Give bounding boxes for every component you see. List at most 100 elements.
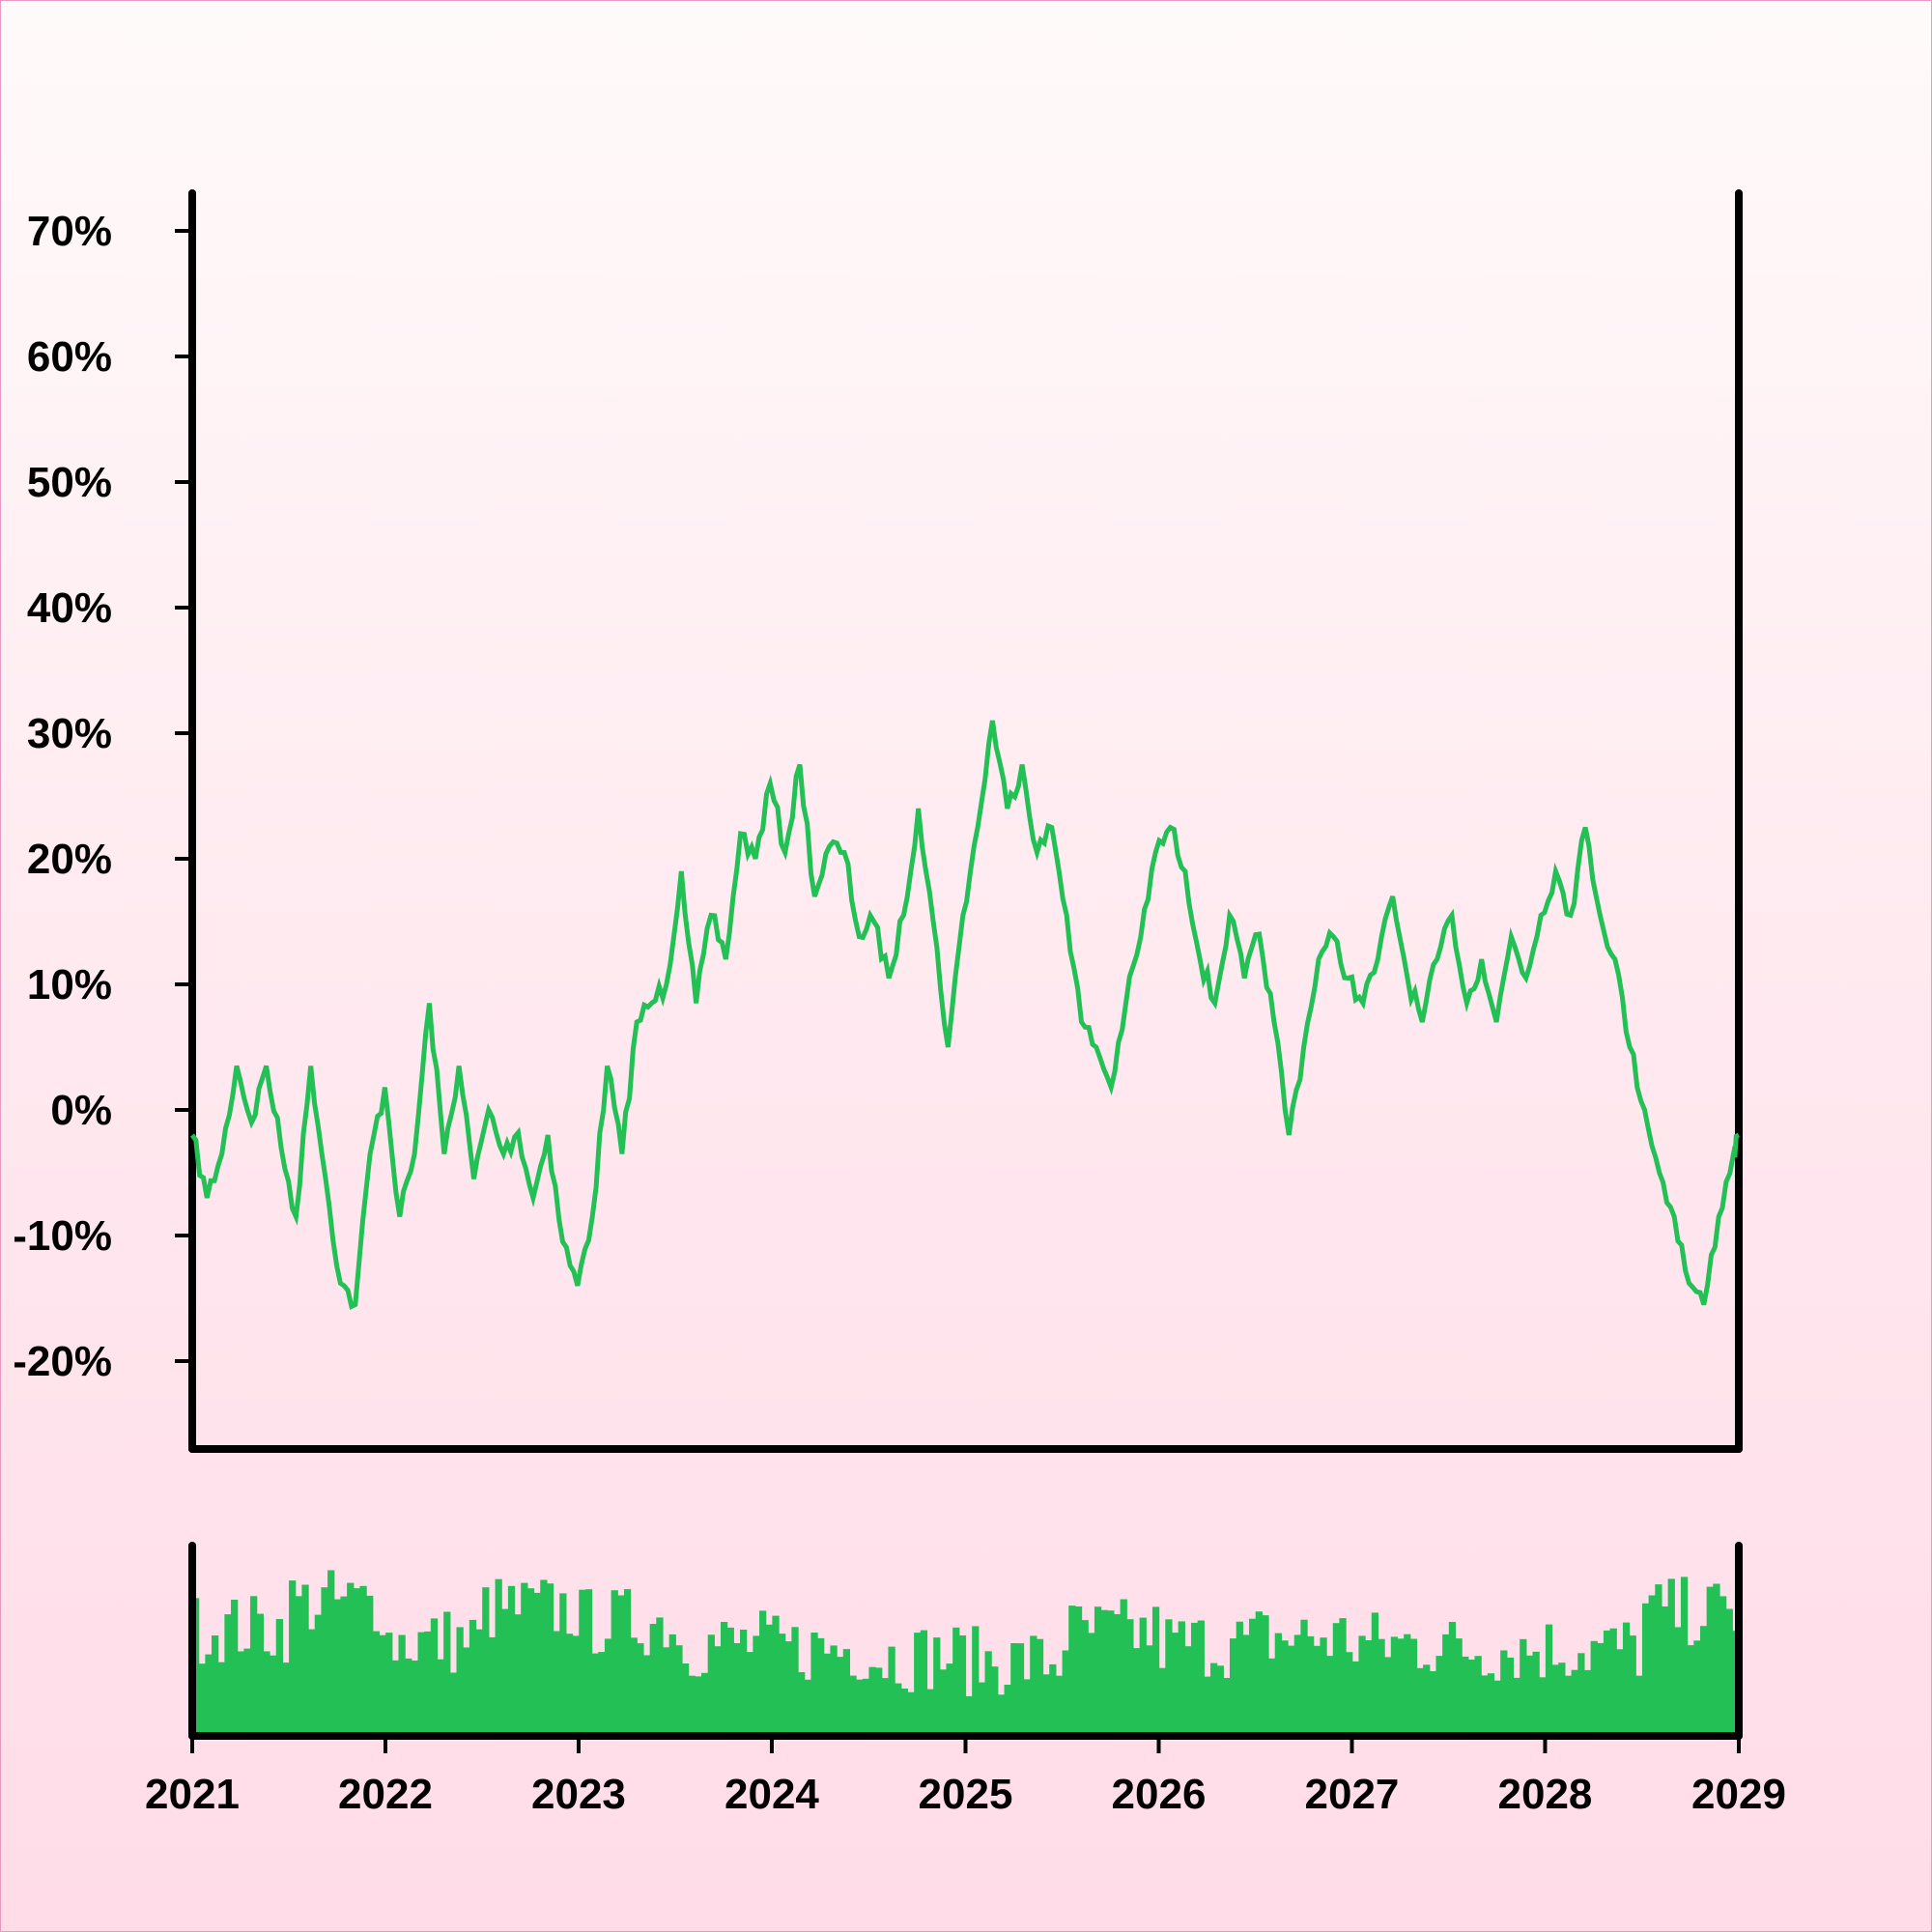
volume-bar <box>804 1679 811 1736</box>
volume-bar <box>791 1627 799 1736</box>
volume-bar <box>1493 1680 1501 1736</box>
volume-bar <box>675 1645 683 1736</box>
volume-bar <box>1100 1609 1108 1736</box>
volume-bar <box>1474 1656 1482 1736</box>
volume-bar <box>1190 1622 1199 1736</box>
volume-bar <box>726 1627 734 1736</box>
volume-bar <box>1365 1640 1373 1736</box>
volume-bar <box>1462 1656 1469 1736</box>
y-tick-label: 20% <box>27 836 112 883</box>
volume-bar <box>1564 1675 1573 1736</box>
volume-bar <box>1049 1663 1057 1736</box>
volume-bar <box>1326 1656 1334 1736</box>
volume-bar <box>327 1570 335 1736</box>
volume-bar <box>1384 1657 1392 1736</box>
volume-bar <box>1590 1640 1598 1736</box>
volume-bar <box>1242 1634 1250 1736</box>
x-tick-label: 2021 <box>145 1771 240 1818</box>
volume-bar <box>1455 1638 1463 1736</box>
volume-bar <box>314 1614 323 1736</box>
volume-bar <box>1288 1645 1295 1736</box>
volume-bar <box>1171 1633 1179 1736</box>
volume-panel: 2021 2022 2023 2024 2025 2026 2027 2028 2029 <box>145 1542 1786 1818</box>
volume-bar <box>270 1655 277 1736</box>
volume-bar <box>391 1660 400 1736</box>
volume-bar <box>359 1585 367 1736</box>
volume-bar <box>746 1652 753 1736</box>
volume-bar <box>366 1595 374 1736</box>
volume-bar <box>1629 1635 1636 1736</box>
volume-bar <box>721 1622 728 1736</box>
volume-bar <box>521 1582 528 1736</box>
volume-bar <box>946 1663 953 1736</box>
volume-bar <box>1339 1618 1347 1736</box>
volume-bar <box>837 1657 844 1736</box>
volume-bar <box>1062 1650 1069 1736</box>
volume-bar <box>701 1672 709 1736</box>
volume-bar <box>1429 1671 1437 1736</box>
volume-bar <box>449 1672 458 1736</box>
volume-bar <box>526 1588 535 1736</box>
volume-bar <box>1603 1630 1611 1736</box>
volume-bar <box>1262 1615 1269 1736</box>
volume-bar <box>1622 1622 1631 1736</box>
volume-bar <box>1274 1633 1282 1736</box>
volume-bar <box>540 1579 548 1736</box>
volume-bar <box>1132 1648 1141 1736</box>
volume-bar <box>1165 1619 1173 1736</box>
volume-bar <box>1423 1664 1431 1736</box>
volume-bar <box>753 1635 760 1736</box>
volume-bar <box>978 1682 986 1736</box>
volume-bar <box>1409 1638 1418 1736</box>
volume-bar <box>565 1634 574 1736</box>
volume-bar <box>952 1627 960 1736</box>
volume-bar <box>1088 1633 1095 1736</box>
volume-bar <box>830 1645 838 1736</box>
volume-bar <box>1655 1584 1662 1736</box>
volume-bar <box>779 1634 786 1736</box>
volume-bar <box>1313 1645 1321 1736</box>
volume-bar <box>1178 1621 1185 1736</box>
volume-bar <box>1635 1675 1643 1736</box>
volume-bar <box>1042 1674 1050 1736</box>
volume-bar <box>1583 1669 1592 1736</box>
x-tick-label: 2029 <box>1691 1771 1786 1818</box>
volume-bar <box>1487 1673 1495 1736</box>
volume-bar <box>598 1652 606 1736</box>
volume-bar <box>1661 1606 1669 1736</box>
volume-bar <box>926 1689 934 1736</box>
volume-bar <box>1532 1651 1540 1736</box>
volume-bar <box>1300 1619 1308 1736</box>
volume-bar <box>405 1658 412 1736</box>
y-tick-label: 0% <box>50 1087 112 1134</box>
x-tick-label: 2026 <box>1112 1771 1207 1818</box>
volume-bar <box>1139 1617 1147 1736</box>
volume-bar <box>205 1654 213 1736</box>
volume-bar <box>604 1638 612 1736</box>
volume-bar <box>256 1613 264 1736</box>
volume-bar <box>1081 1620 1089 1736</box>
volume-bar <box>920 1630 928 1736</box>
y-tick-label: 10% <box>27 961 112 1009</box>
volume-bar <box>662 1647 670 1736</box>
volume-bar <box>514 1614 522 1736</box>
volume-bar <box>1126 1619 1134 1736</box>
volume-bar <box>1448 1622 1457 1736</box>
volume-bar <box>784 1641 792 1736</box>
volume-bar <box>1713 1583 1720 1736</box>
volume-bar <box>1558 1662 1566 1736</box>
volume-bar <box>1416 1667 1424 1736</box>
volume-bar <box>263 1651 270 1736</box>
volume-bar <box>1513 1677 1520 1736</box>
volume-bar <box>379 1634 386 1736</box>
volume-bar <box>1481 1675 1489 1736</box>
volume-bar <box>1223 1678 1231 1736</box>
volume-bar <box>688 1675 696 1736</box>
volume-bar <box>1616 1649 1624 1736</box>
volume-bar <box>997 1694 1006 1736</box>
volume-bar <box>965 1695 973 1736</box>
volume-bar <box>198 1663 206 1736</box>
volume-bar <box>1597 1642 1605 1736</box>
volume-bar <box>1010 1643 1018 1736</box>
volume-bar <box>1107 1610 1115 1736</box>
